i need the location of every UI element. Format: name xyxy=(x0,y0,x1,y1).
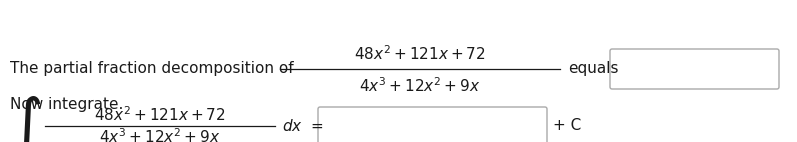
Text: + C: + C xyxy=(553,119,581,133)
Text: $48x^2 + 121x + 72$: $48x^2 + 121x + 72$ xyxy=(94,106,226,124)
Text: equals: equals xyxy=(568,61,618,77)
Text: $4x^3 + 12x^2 + 9x$: $4x^3 + 12x^2 + 9x$ xyxy=(100,128,221,142)
Text: $\int$: $\int$ xyxy=(10,94,41,142)
Text: $48x^2 + 121x + 72$: $48x^2 + 121x + 72$ xyxy=(354,45,486,63)
Text: $4x^3 + 12x^2 + 9x$: $4x^3 + 12x^2 + 9x$ xyxy=(359,77,481,95)
FancyBboxPatch shape xyxy=(318,107,547,142)
FancyBboxPatch shape xyxy=(610,49,779,89)
Text: The partial fraction decomposition of: The partial fraction decomposition of xyxy=(10,61,293,77)
Text: $dx$  =: $dx$ = xyxy=(282,118,324,134)
Text: Now integrate.: Now integrate. xyxy=(10,97,124,111)
